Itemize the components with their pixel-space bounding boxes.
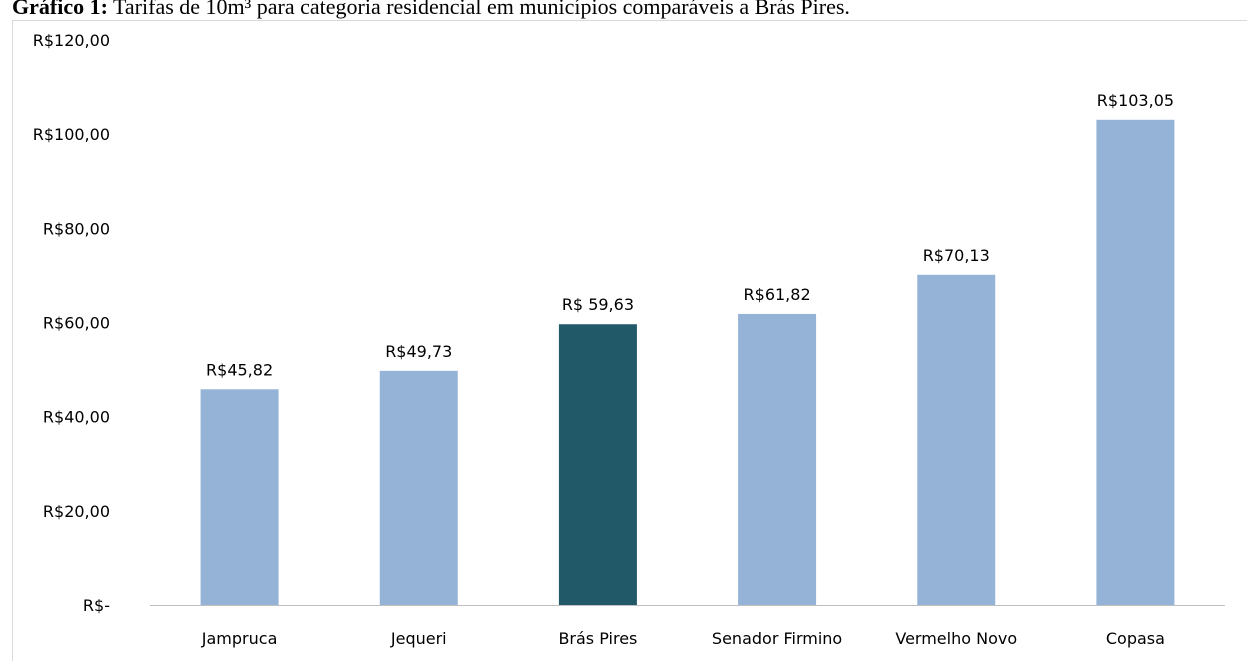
chart-title: Gráfico 1: Tarifas de 10m³ para categori…: [12, 0, 850, 19]
x-tick-label: Senador Firmino: [712, 629, 842, 648]
y-tick-label: R$100,00: [33, 125, 110, 144]
x-tick-label: Brás Pires: [558, 629, 637, 648]
y-tick-label: R$60,00: [43, 314, 110, 333]
y-tick-label: R$80,00: [43, 219, 110, 238]
data-label: R$ 59,63: [562, 295, 634, 314]
title-prefix: Gráfico 1:: [12, 0, 108, 19]
data-label: R$49,73: [385, 342, 452, 361]
bar: [1096, 119, 1175, 606]
y-tick-label: R$40,00: [43, 408, 110, 427]
x-tick-label: Jampruca: [201, 629, 278, 648]
data-label: R$70,13: [923, 246, 990, 265]
y-tick-label: R$-: [83, 596, 110, 615]
data-label: R$45,82: [206, 360, 273, 379]
chart-frame: [12, 20, 1247, 661]
y-tick-label: R$120,00: [33, 31, 110, 50]
x-tick-label: Jequeri: [390, 629, 447, 648]
data-label: R$103,05: [1097, 91, 1174, 110]
title-text: Tarifas de 10m³ para categoria residenci…: [113, 0, 850, 19]
data-label: R$61,82: [744, 285, 811, 304]
bar: [200, 389, 279, 605]
bar: [738, 313, 817, 605]
bar: [379, 370, 458, 605]
bar: [558, 324, 637, 605]
y-tick-label: R$20,00: [43, 502, 110, 521]
x-tick-label: Vermelho Novo: [895, 629, 1017, 648]
bar: [917, 274, 996, 605]
x-tick-label: Copasa: [1106, 629, 1165, 648]
